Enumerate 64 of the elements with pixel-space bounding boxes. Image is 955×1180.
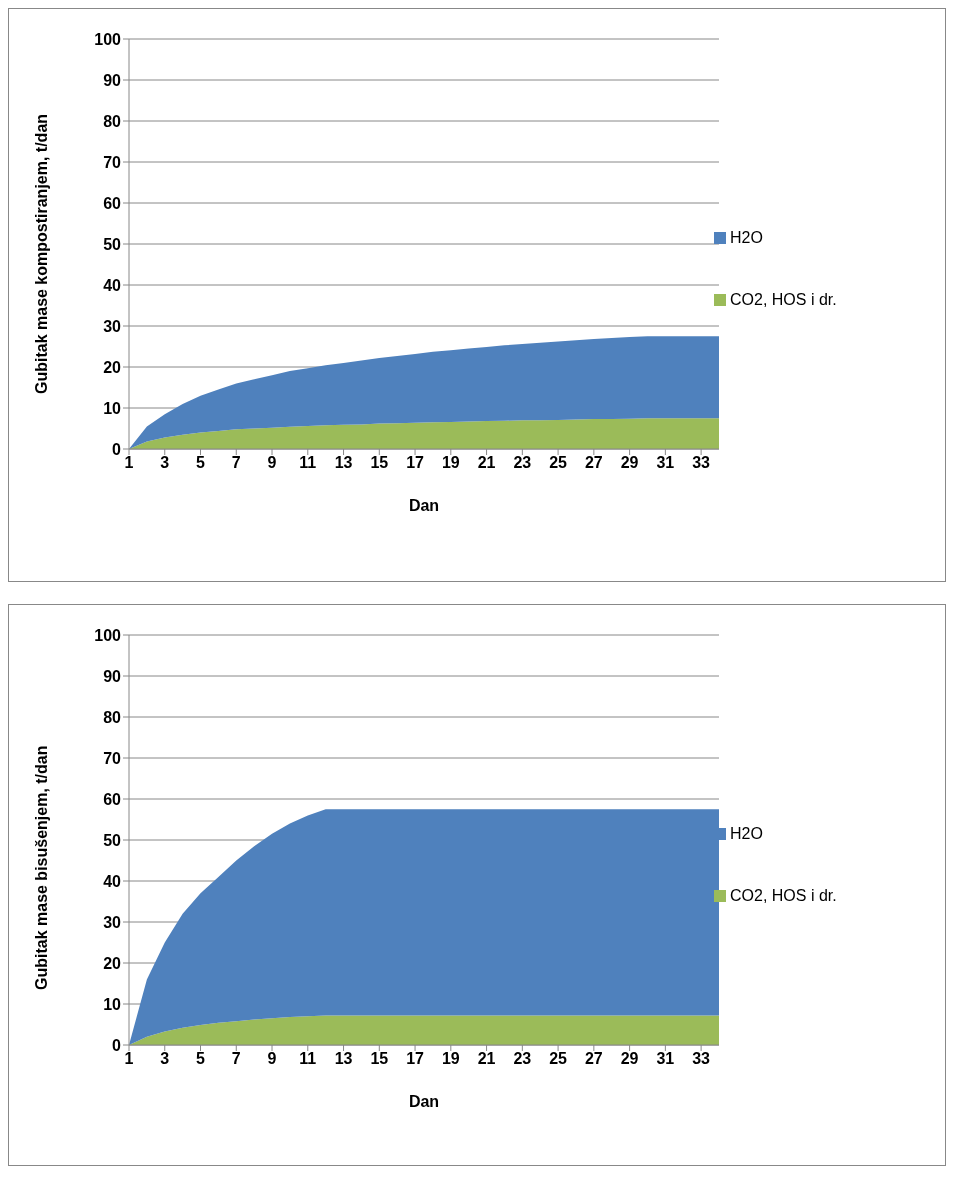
- y-tick-label: 70: [103, 749, 122, 767]
- x-tick-label: 11: [299, 1050, 317, 1068]
- x-tick-label: 13: [334, 1050, 353, 1068]
- x-tick-label: 21: [477, 1050, 496, 1068]
- y-tick-label: 60: [103, 790, 122, 808]
- x-tick-label: 27: [584, 1050, 603, 1068]
- y-tick-label: 10: [103, 995, 122, 1013]
- x-tick-label: 1: [124, 1050, 134, 1068]
- y-tick-label: 100: [94, 30, 122, 48]
- y-tick-label: 70: [103, 153, 122, 171]
- x-axis-title: Dan: [408, 497, 440, 514]
- y-tick-label: 60: [103, 194, 122, 212]
- x-tick-label: 11: [299, 454, 317, 472]
- x-tick-label: 31: [656, 1050, 675, 1068]
- x-tick-label: 21: [477, 454, 496, 472]
- x-tick-label: 15: [370, 454, 389, 472]
- y-tick-label: 50: [103, 235, 122, 253]
- x-tick-label: 19: [441, 1050, 460, 1068]
- x-tick-label: 25: [549, 454, 568, 472]
- x-tick-label: 7: [231, 454, 241, 472]
- legend-label: CO2, HOS i dr.: [730, 291, 837, 309]
- x-tick-label: 27: [584, 454, 603, 472]
- y-tick-label: 20: [103, 954, 122, 972]
- x-tick-label: 17: [406, 1050, 425, 1068]
- y-tick-label: 50: [103, 831, 122, 849]
- y-tick-label: 30: [103, 317, 122, 335]
- x-tick-label: 7: [231, 1050, 241, 1068]
- x-tick-label: 1: [124, 454, 134, 472]
- x-tick-label: 29: [620, 454, 639, 472]
- y-tick-label: 80: [103, 112, 122, 130]
- x-tick-label: 31: [656, 454, 675, 472]
- x-tick-label: 9: [267, 454, 277, 472]
- y-tick-label: 40: [103, 872, 122, 890]
- y-tick-label: 10: [103, 399, 122, 417]
- y-tick-label: 0: [112, 1036, 122, 1054]
- y-tick-label: 0: [112, 440, 122, 458]
- x-tick-label: 29: [620, 1050, 639, 1068]
- legend-label: H2O: [730, 229, 763, 247]
- y-tick-label: 90: [103, 71, 122, 89]
- y-tick-label: 90: [103, 667, 122, 685]
- x-tick-label: 17: [406, 454, 425, 472]
- legend-label: H2O: [730, 825, 763, 843]
- x-tick-label: 19: [441, 454, 460, 472]
- x-axis-title: Dan: [408, 1093, 440, 1110]
- x-tick-label: 5: [196, 454, 206, 472]
- x-tick-label: 23: [513, 1050, 532, 1068]
- x-tick-label: 33: [692, 454, 711, 472]
- x-tick-label: 23: [513, 454, 532, 472]
- y-axis-title: Gubitak mase kompostiranjem, t/dan: [32, 113, 50, 394]
- x-tick-label: 13: [334, 454, 353, 472]
- x-tick-label: 3: [160, 454, 170, 472]
- y-axis-title: Gubitak mase bisušenjem, t/dan: [32, 745, 50, 990]
- y-tick-label: 80: [103, 708, 122, 726]
- y-tick-label: 30: [103, 913, 122, 931]
- y-tick-label: 20: [103, 358, 122, 376]
- legend-label: CO2, HOS i dr.: [730, 887, 837, 905]
- x-tick-label: 3: [160, 1050, 170, 1068]
- x-tick-label: 9: [267, 1050, 277, 1068]
- x-tick-label: 25: [549, 1050, 568, 1068]
- x-tick-label: 33: [692, 1050, 711, 1068]
- y-tick-label: 100: [94, 626, 122, 644]
- x-tick-label: 5: [196, 1050, 206, 1068]
- y-tick-label: 40: [103, 276, 122, 294]
- x-tick-label: 15: [370, 1050, 389, 1068]
